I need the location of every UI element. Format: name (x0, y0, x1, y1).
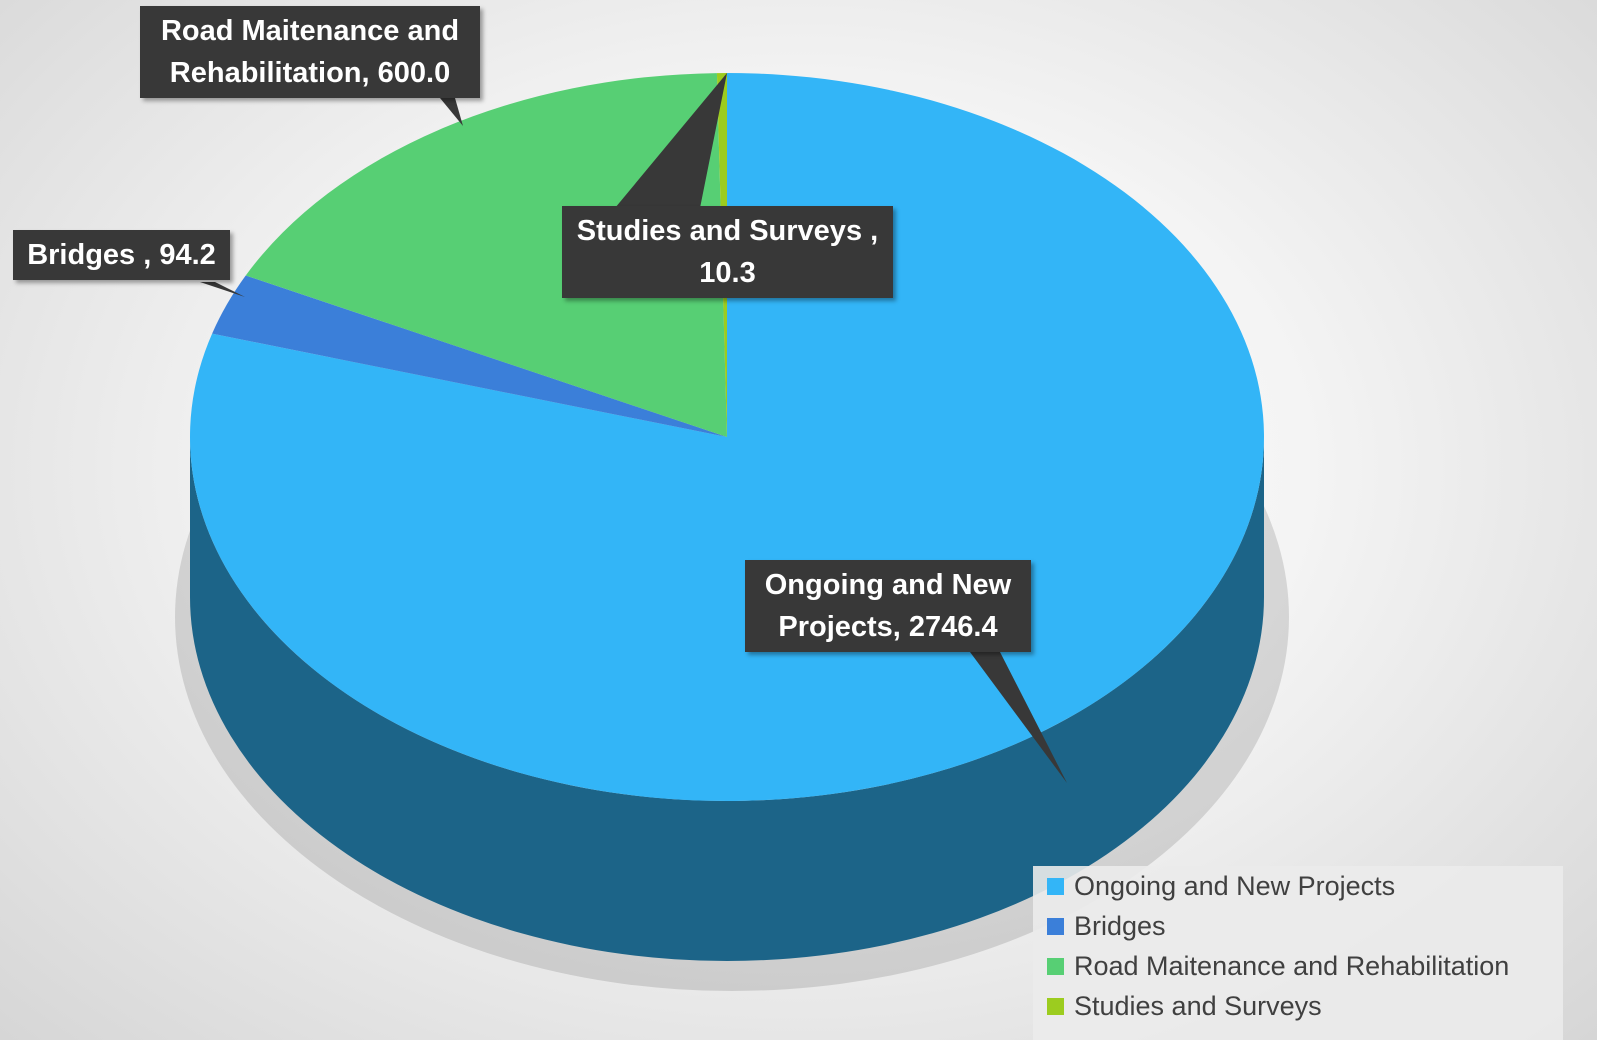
legend-label: Bridges (1074, 910, 1166, 941)
data-label: Road Maitenance and Rehabilitation, 600.… (140, 6, 480, 98)
legend-label: Ongoing and New Projects (1074, 870, 1396, 901)
label-pointer (615, 73, 727, 208)
data-label: Studies and Surveys , 10.3 (562, 206, 893, 298)
legend-label: Studies and Surveys (1074, 990, 1322, 1021)
legend-swatch (1047, 997, 1064, 1015)
data-label: Ongoing and New Projects, 2746.4 (745, 560, 1031, 652)
slice-side (190, 437, 1264, 961)
label-pointer (440, 98, 463, 126)
legend-swatch (1047, 917, 1064, 935)
legend-swatch (1047, 877, 1064, 895)
legend-item: Bridges (1033, 906, 1563, 946)
legend: Ongoing and New Projects Bridges Road Mait… (1033, 866, 1563, 1040)
label-pointer (970, 652, 1067, 783)
legend-item: Studies and Surveys (1033, 986, 1563, 1026)
legend-item: Road Maitenance and Rehabilitation (1033, 946, 1563, 986)
legend-label: Road Maitenance and Rehabilitation (1074, 950, 1510, 981)
label-pointer (200, 282, 245, 297)
slice (212, 275, 727, 437)
legend-item: Ongoing and New Projects (1033, 866, 1563, 906)
legend-swatch (1047, 957, 1064, 975)
data-label: Bridges , 94.2 (13, 230, 230, 280)
slice (245, 73, 728, 437)
